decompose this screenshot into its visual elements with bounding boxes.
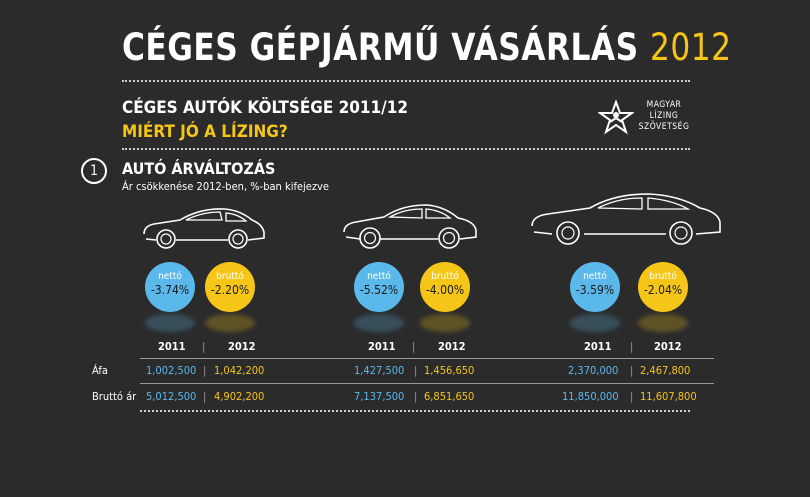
- luxury-car-icon: [531, 193, 721, 245]
- brutto-label: bruttó: [216, 271, 244, 282]
- section-subtitle: Ár csökkenése 2012-ben, %-ban kifejezve: [122, 180, 329, 193]
- logo: MAGYAR LÍZING SZÖVETSÉG: [598, 100, 708, 136]
- brutto-ar-2012-car2: 6,851,650: [424, 390, 475, 403]
- brutto-value: -2.20%: [210, 283, 250, 297]
- brutto-ar-2011-car2: 7,137,500: [354, 390, 405, 403]
- afa-2012-car3: 2,467,800: [640, 364, 691, 377]
- bubble-reflection: [145, 314, 195, 332]
- cell-separator: |: [203, 364, 207, 377]
- year-header-2011: 2011: [584, 340, 612, 353]
- brutto-bubble-car3: bruttó -2.04%: [638, 262, 688, 312]
- netto-label: nettó: [158, 271, 182, 282]
- brutto-ar-2011-car1: 5,012,500: [146, 390, 197, 403]
- bubble-reflection: [638, 314, 688, 332]
- subtitle-divider: [122, 148, 690, 150]
- section-number: 1: [81, 158, 107, 184]
- bubble-reflection: [205, 314, 255, 332]
- year-separator: |: [202, 340, 206, 353]
- logo-line-1: MAGYAR: [646, 100, 682, 110]
- netto-value: -3.74%: [150, 283, 190, 297]
- netto-value: -3.59%: [575, 283, 615, 297]
- page-title-year: 2012: [649, 26, 732, 69]
- year-header-2012: 2012: [438, 340, 466, 353]
- logo-line-3: SZÖVETSÉG: [638, 122, 690, 132]
- brutto-bubble-car2: bruttó -4.00%: [420, 262, 470, 312]
- cell-separator: |: [414, 390, 418, 403]
- subtitle-question: MIÉRT JÓ A LÍZING?: [122, 122, 288, 142]
- compact-car-icon: [143, 208, 265, 249]
- afa-2011-car1: 1,002,500: [146, 364, 197, 377]
- year-header-2012: 2012: [654, 340, 682, 353]
- netto-bubble-car3: nettó -3.59%: [570, 262, 620, 312]
- afa-2012-car1: 1,042,200: [214, 364, 265, 377]
- bubble-reflection: [570, 314, 620, 332]
- netto-value: -5.52%: [359, 283, 399, 297]
- bubble-reflection: [420, 314, 470, 332]
- logo-line-2: LÍZING: [649, 111, 679, 121]
- cell-separator: |: [630, 364, 634, 377]
- cell-separator: |: [630, 390, 634, 403]
- star-person-icon: [598, 100, 634, 135]
- year-separator: |: [630, 340, 634, 353]
- section-title: AUTÓ ÁRVÁLTOZÁS: [122, 159, 276, 178]
- table-divider: [140, 383, 714, 384]
- netto-label: nettó: [367, 271, 391, 282]
- year-header-2011: 2011: [368, 340, 396, 353]
- brutto-value: -2.04%: [643, 283, 683, 297]
- page-title-main: CÉGES GÉPJÁRMŰ VÁSÁRLÁS: [122, 26, 639, 69]
- brutto-label: bruttó: [431, 271, 459, 282]
- netto-bubble-car2: nettó -5.52%: [354, 262, 404, 312]
- brutto-ar-2012-car3: 11,607,800: [640, 390, 697, 403]
- year-separator: |: [412, 340, 416, 353]
- brutto-bubble-car1: bruttó -2.20%: [205, 262, 255, 312]
- bubble-reflection: [354, 314, 404, 332]
- page-title: CÉGES GÉPJÁRMŰ VÁSÁRLÁS 2012: [122, 26, 731, 69]
- netto-bubble-car1: nettó -3.74%: [145, 262, 195, 312]
- afa-2011-car3: 2,370,000: [568, 364, 619, 377]
- cell-separator: |: [414, 364, 418, 377]
- brutto-ar-2011-car3: 11,850,000: [562, 390, 619, 403]
- table-divider: [140, 358, 714, 359]
- subtitle: CÉGES AUTÓK KÖLTSÉGE 2011/12: [122, 98, 409, 118]
- brutto-label: bruttó: [649, 271, 677, 282]
- afa-2011-car2: 1,427,500: [354, 364, 405, 377]
- netto-label: nettó: [583, 271, 607, 282]
- row-label-afa: Áfa: [92, 364, 108, 377]
- logo-text: MAGYAR LÍZING SZÖVETSÉG: [628, 100, 700, 133]
- cell-separator: |: [203, 390, 207, 403]
- brutto-ar-2012-car1: 4,902,200: [214, 390, 265, 403]
- year-header-2011: 2011: [158, 340, 186, 353]
- table-bottom-divider: [140, 410, 690, 412]
- title-divider: [122, 80, 690, 82]
- row-label-brutto-ar: Bruttó ár: [92, 390, 137, 403]
- brutto-value: -4.00%: [425, 283, 465, 297]
- afa-2012-car2: 1,456,650: [424, 364, 475, 377]
- sedan-car-icon: [343, 204, 477, 249]
- year-header-2012: 2012: [228, 340, 256, 353]
